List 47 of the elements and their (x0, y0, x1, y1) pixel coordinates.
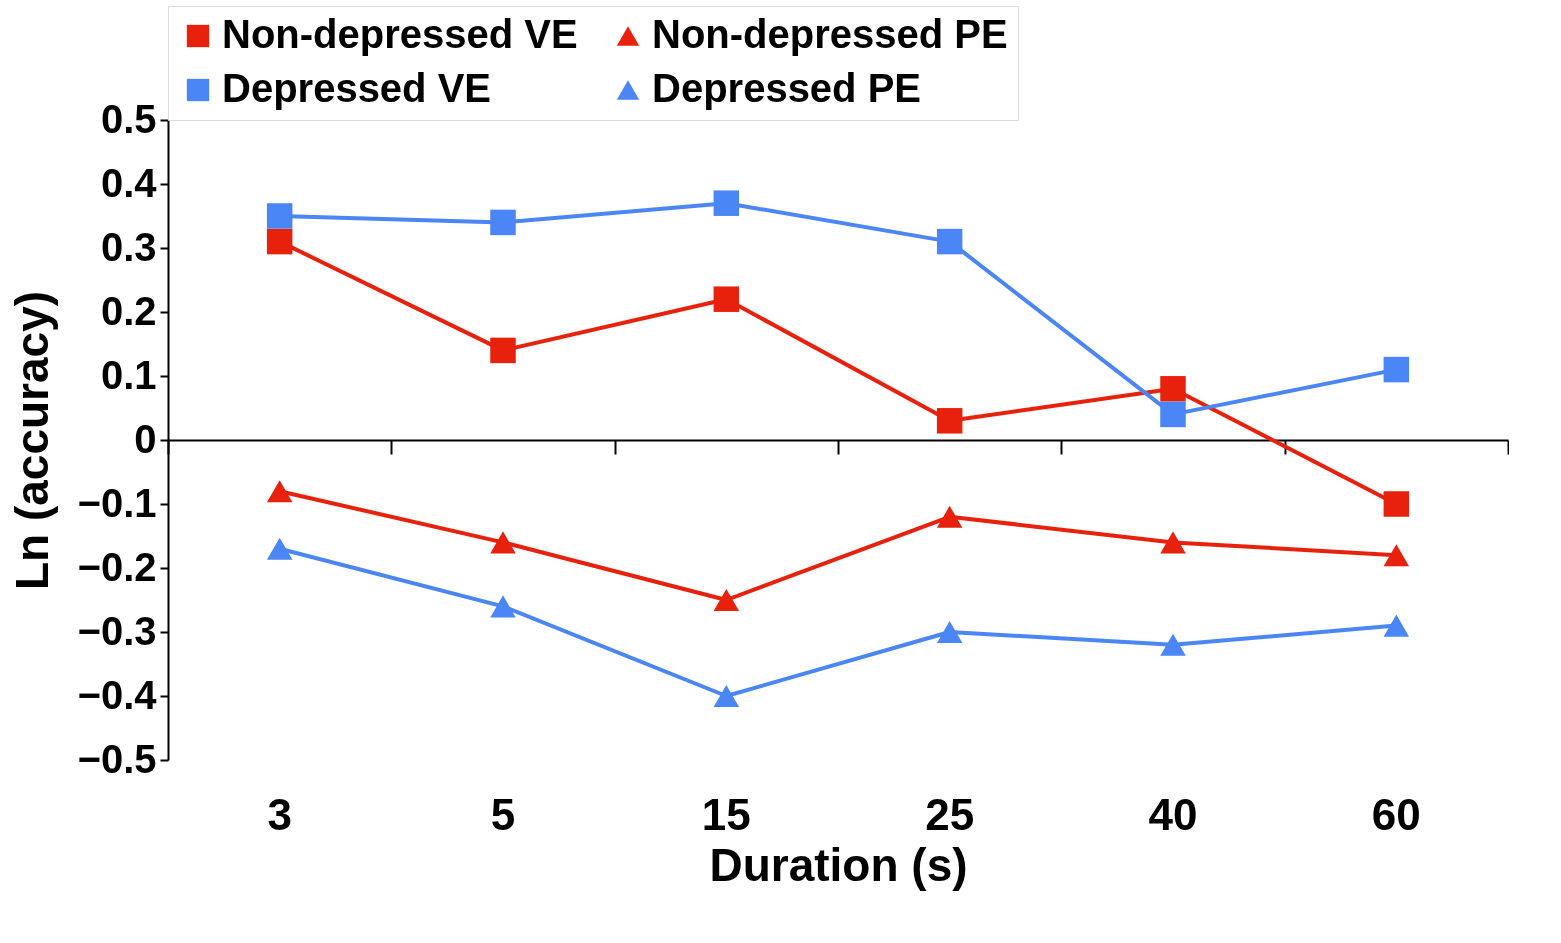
y-tick-label: −0.3 (77, 608, 157, 653)
y-tick-label: 0.1 (100, 352, 157, 397)
y-tick-label: 0.5 (100, 96, 157, 141)
point (490, 595, 516, 618)
point (490, 209, 516, 236)
point (1383, 544, 1410, 567)
point (936, 408, 963, 434)
x-tick-label: 15 (701, 789, 751, 839)
point (1383, 614, 1410, 637)
y-tick-label: 0 (134, 416, 157, 461)
y-tick-label: −0.5 (77, 736, 157, 781)
y-tick-label: −0.2 (77, 544, 157, 589)
x-tick-label: 60 (1371, 789, 1421, 839)
point (713, 684, 740, 708)
legend-label: Non-depressed PE (652, 12, 1008, 56)
point (713, 588, 740, 612)
legend-label: Non-depressed VE (222, 12, 578, 56)
x-axis-title: Duration (s) (709, 838, 968, 891)
y-axis-title: Ln (accuracy) (5, 290, 58, 591)
x-tick-label: 40 (1148, 789, 1198, 839)
point (266, 537, 293, 560)
legend-label: Depressed VE (222, 66, 492, 110)
point (1160, 531, 1186, 554)
point (936, 620, 963, 644)
point (936, 228, 963, 255)
y-tick-label: −0.1 (77, 480, 157, 525)
point (266, 228, 293, 255)
y-tick-label: 0.4 (100, 160, 158, 205)
point (490, 531, 516, 554)
point (266, 203, 293, 229)
point (936, 505, 963, 528)
x-tick-label: 25 (925, 789, 975, 839)
legend-label: Depressed PE (652, 66, 922, 110)
point (713, 190, 740, 216)
point (1160, 633, 1186, 656)
point (1160, 401, 1186, 428)
y-tick-label: −0.4 (77, 672, 158, 717)
point (1383, 356, 1410, 383)
x-tick-label: 5 (490, 789, 516, 839)
point (490, 337, 516, 364)
y-tick-label: 0.2 (100, 288, 157, 333)
point (1160, 376, 1186, 402)
point (1383, 491, 1410, 517)
y-tick-label: 0.3 (100, 224, 157, 269)
x-tick-label: 3 (267, 789, 292, 839)
point (713, 286, 740, 312)
point (266, 480, 293, 503)
